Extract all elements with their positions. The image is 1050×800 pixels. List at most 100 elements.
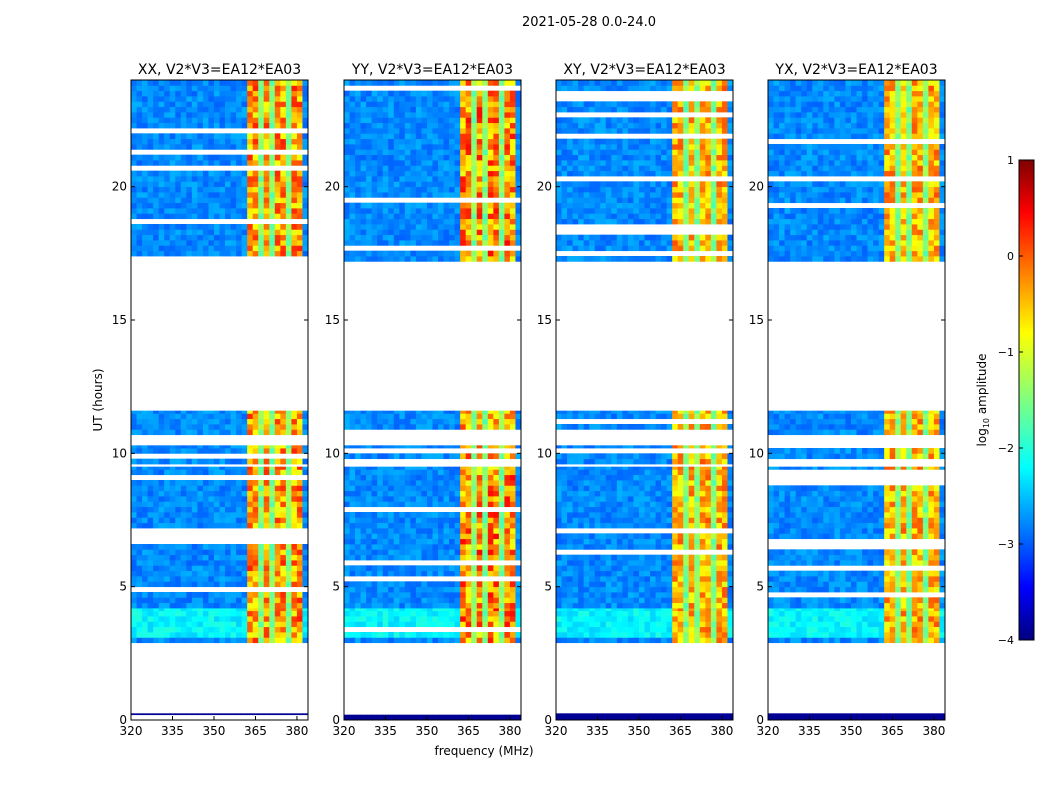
heatmap-cell (471, 592, 478, 598)
heatmap-cell (426, 512, 433, 518)
heatmap-cell (360, 592, 367, 598)
heatmap-cell (241, 480, 248, 486)
heatmap-cell (415, 544, 422, 550)
heatmap-cell (136, 458, 143, 465)
heatmap-cell (241, 213, 248, 220)
heatmap-cell (236, 122, 243, 129)
heatmap-cell (393, 608, 400, 612)
heatmap-cell (230, 560, 237, 566)
heatmap-cell (355, 490, 361, 497)
heatmap-cell (355, 90, 361, 97)
heatmap-cell (421, 181, 428, 188)
heatmap-cell (498, 413, 505, 420)
heatmap-cell (578, 610, 585, 617)
heatmap-cell (147, 106, 154, 113)
heatmap-cell (449, 610, 456, 617)
heatmap-cell (371, 533, 378, 540)
heatmap-cell (600, 626, 607, 633)
heatmap-cell (476, 544, 483, 550)
heatmap-cell (443, 176, 450, 182)
heatmap-cell (515, 149, 522, 156)
heatmap-cell (421, 112, 428, 118)
heatmap-cell (291, 418, 298, 425)
heatmap-cell (302, 413, 309, 420)
heatmap-cell (471, 101, 478, 108)
heatmap-cell (382, 610, 389, 617)
heatmap-cell (377, 229, 384, 236)
heatmap-cell (683, 592, 690, 598)
heatmap-cell (208, 506, 215, 513)
heatmap-cell (285, 592, 292, 598)
heatmap-cell (465, 160, 472, 166)
heatmap-cell (393, 144, 400, 150)
heatmap-cell (230, 250, 237, 257)
heatmap-cell (438, 621, 444, 628)
heatmap-cell (504, 192, 511, 198)
heatmap-cell (449, 517, 456, 524)
heatmap-cell (186, 448, 193, 454)
heatmap-cell (360, 616, 367, 622)
heatmap-cell (410, 170, 417, 177)
heatmap-cell (175, 544, 182, 550)
heatmap-cell (158, 176, 165, 182)
heatmap-cell (285, 565, 292, 572)
heatmap-cell (432, 101, 439, 108)
heatmap-cell (454, 610, 461, 617)
heatmap-cell (349, 608, 356, 612)
heatmap-cell (175, 424, 182, 430)
heatmap-cell (727, 565, 734, 572)
heatmap-cell (158, 445, 165, 449)
heatmap-cell (410, 213, 417, 220)
heatmap-cell (498, 218, 505, 225)
heatmap-cell (476, 112, 483, 118)
heatmap-cell (449, 581, 456, 588)
heatmap-cell (142, 517, 148, 524)
heatmap-cell (449, 138, 456, 145)
heatmap-cell (410, 637, 417, 644)
heatmap-cell (169, 213, 176, 220)
heatmap-cell (460, 218, 467, 225)
heatmap-cell (432, 181, 439, 188)
heatmap-cell (666, 602, 673, 609)
heatmap-cell (388, 122, 395, 129)
heatmap-cell (280, 176, 287, 182)
heatmap-cell (280, 192, 287, 198)
heatmap-cell (710, 608, 717, 612)
heatmap-cell (219, 101, 226, 108)
heatmap-cell (296, 117, 303, 124)
heatmap-cell (225, 181, 231, 188)
heatmap-cell (432, 528, 439, 534)
heatmap-cell (449, 637, 456, 644)
heatmap-cell (421, 466, 428, 470)
heatmap-cell (515, 602, 522, 609)
heatmap-cell (644, 560, 651, 566)
heatmap-cell (252, 170, 259, 177)
heatmap-cell (131, 133, 137, 140)
heatmap-cell (202, 213, 209, 220)
heatmap-cell (213, 448, 220, 454)
heatmap-cell (219, 466, 226, 470)
heatmap-cell (252, 544, 259, 550)
heatmap-cell (169, 576, 176, 582)
heatmap-cell (567, 608, 573, 612)
heatmap-cell (366, 181, 373, 188)
heatmap-cell (404, 586, 411, 593)
heatmap-cell (482, 160, 489, 166)
heatmap-cell (142, 170, 148, 177)
heatmap-cell (158, 610, 165, 617)
heatmap-cell (344, 570, 350, 577)
heatmap-cell (572, 586, 579, 593)
heatmap-cell (382, 229, 389, 236)
heatmap-cell (627, 565, 634, 572)
heatmap-cell (465, 149, 472, 156)
heatmap-cell (454, 581, 461, 588)
heatmap-cell (344, 165, 350, 172)
heatmap-cell (410, 610, 417, 617)
heatmap-cell (487, 565, 494, 572)
heatmap-cell (274, 632, 281, 638)
heatmap-cell (583, 576, 590, 582)
heatmap-cell (258, 506, 265, 513)
heatmap-cell (131, 637, 137, 644)
heatmap-cell (280, 117, 287, 124)
heatmap-cell (410, 490, 417, 497)
